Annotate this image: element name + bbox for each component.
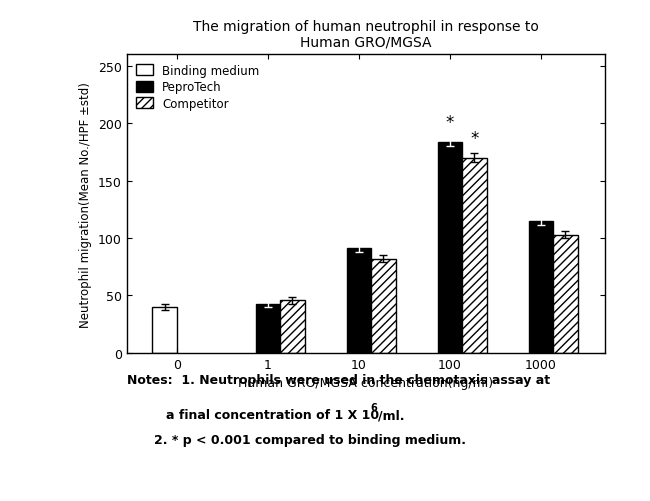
Y-axis label: Neutrophil migration(Mean No./HPF ±std): Neutrophil migration(Mean No./HPF ±std) xyxy=(79,82,92,327)
Legend: Binding medium, PeproTech, Competitor: Binding medium, PeproTech, Competitor xyxy=(133,61,263,114)
Bar xyxy=(280,301,305,353)
Text: *: * xyxy=(446,114,454,132)
Text: Notes:  1. Neutrophils were used in the chemotaxis assay at: Notes: 1. Neutrophils were used in the c… xyxy=(127,373,550,386)
Text: a final concentration of 1 X 10: a final concentration of 1 X 10 xyxy=(166,408,379,421)
Bar xyxy=(462,158,487,353)
Bar xyxy=(346,249,371,353)
X-axis label: Human GRO/MGSA concentration(ng/ml): Human GRO/MGSA concentration(ng/ml) xyxy=(238,377,493,390)
Bar xyxy=(255,304,280,353)
Bar xyxy=(437,142,462,353)
Text: *: * xyxy=(470,130,478,148)
Title: The migration of human neutrophil in response to
Human GRO/MGSA: The migration of human neutrophil in res… xyxy=(192,20,539,50)
Text: /ml.: /ml. xyxy=(378,408,405,421)
Text: 6: 6 xyxy=(370,402,377,412)
Bar xyxy=(152,307,177,353)
Bar xyxy=(528,221,553,353)
Bar xyxy=(371,259,396,353)
Bar xyxy=(553,235,578,353)
Text: 2. * p < 0.001 compared to binding medium.: 2. * p < 0.001 compared to binding mediu… xyxy=(154,433,466,446)
